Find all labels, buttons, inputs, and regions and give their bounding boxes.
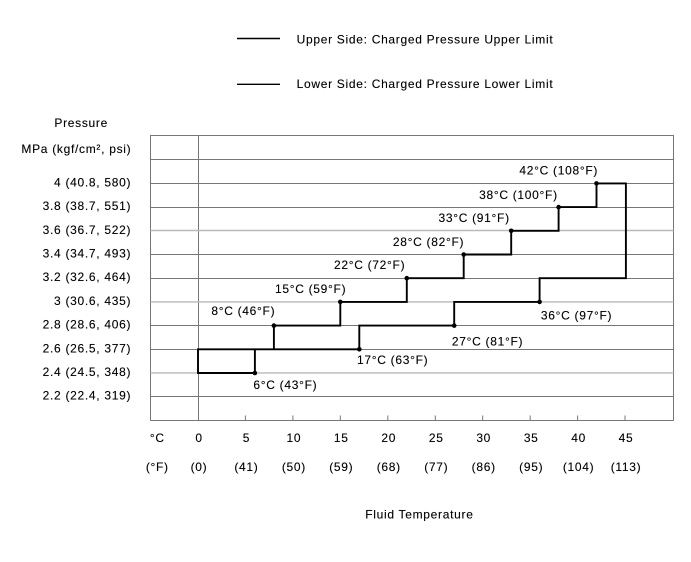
svg-text:36°C (97°F): 36°C (97°F)	[541, 308, 612, 322]
svg-text:Pressure: Pressure	[54, 116, 108, 130]
svg-text:(0): (0)	[191, 460, 208, 474]
svg-text:25: 25	[429, 431, 444, 445]
svg-text:°C: °C	[150, 431, 165, 445]
svg-text:(86): (86)	[472, 460, 496, 474]
svg-text:4 (40.8, 580): 4 (40.8, 580)	[54, 175, 131, 189]
svg-text:(104): (104)	[563, 460, 595, 474]
svg-text:2.6 (26.5, 377): 2.6 (26.5, 377)	[43, 341, 132, 355]
svg-text:38°C (100°F): 38°C (100°F)	[479, 188, 558, 202]
svg-text:(59): (59)	[329, 460, 353, 474]
svg-text:35: 35	[524, 431, 539, 445]
svg-text:42°C (108°F): 42°C (108°F)	[519, 164, 598, 178]
svg-text:3.8 (38.7, 551): 3.8 (38.7, 551)	[43, 199, 132, 213]
svg-text:(50): (50)	[282, 460, 306, 474]
svg-text:10: 10	[287, 431, 302, 445]
svg-text:45: 45	[619, 431, 634, 445]
svg-text:(77): (77)	[424, 460, 448, 474]
svg-text:17°C (63°F): 17°C (63°F)	[357, 353, 428, 367]
svg-text:2.4 (24.5, 348): 2.4 (24.5, 348)	[43, 365, 132, 379]
svg-text:27°C (81°F): 27°C (81°F)	[452, 334, 523, 348]
svg-text:Lower Side: Charged Pressure L: Lower Side: Charged Pressure Lower Limit	[297, 77, 554, 91]
svg-text:30: 30	[476, 431, 491, 445]
svg-text:33°C (91°F): 33°C (91°F)	[438, 211, 509, 225]
svg-text:22°C (72°F): 22°C (72°F)	[334, 258, 405, 272]
svg-text:Upper Side: Charged Pressure U: Upper Side: Charged Pressure Upper Limit	[297, 32, 554, 46]
svg-text:Fluid Temperature: Fluid Temperature	[365, 507, 473, 521]
svg-text:40: 40	[571, 431, 586, 445]
svg-text:(68): (68)	[377, 460, 401, 474]
svg-text:0: 0	[195, 431, 202, 445]
svg-text:3.6 (36.7, 522): 3.6 (36.7, 522)	[43, 223, 132, 237]
svg-text:20: 20	[381, 431, 396, 445]
svg-text:15°C (59°F): 15°C (59°F)	[275, 282, 346, 296]
svg-text:15: 15	[334, 431, 349, 445]
svg-text:6°C (43°F): 6°C (43°F)	[253, 378, 317, 392]
svg-text:(113): (113)	[611, 460, 642, 474]
svg-text:3 (30.6, 435): 3 (30.6, 435)	[54, 294, 131, 308]
svg-text:2.2 (22.4, 319): 2.2 (22.4, 319)	[43, 389, 132, 403]
svg-text:8°C (46°F): 8°C (46°F)	[211, 304, 275, 318]
svg-text:28°C (82°F): 28°C (82°F)	[393, 235, 464, 249]
svg-text:2.8 (28.6, 406): 2.8 (28.6, 406)	[43, 318, 132, 332]
svg-text:5: 5	[243, 431, 250, 445]
svg-text:MPa (kgf/cm², psi): MPa (kgf/cm², psi)	[21, 142, 131, 156]
svg-text:(°F): (°F)	[146, 460, 169, 474]
svg-text:3.4 (34.7, 493): 3.4 (34.7, 493)	[43, 247, 132, 261]
svg-text:3.2 (32.6, 464): 3.2 (32.6, 464)	[43, 270, 132, 284]
svg-text:(41): (41)	[234, 460, 258, 474]
svg-text:(95): (95)	[519, 460, 543, 474]
